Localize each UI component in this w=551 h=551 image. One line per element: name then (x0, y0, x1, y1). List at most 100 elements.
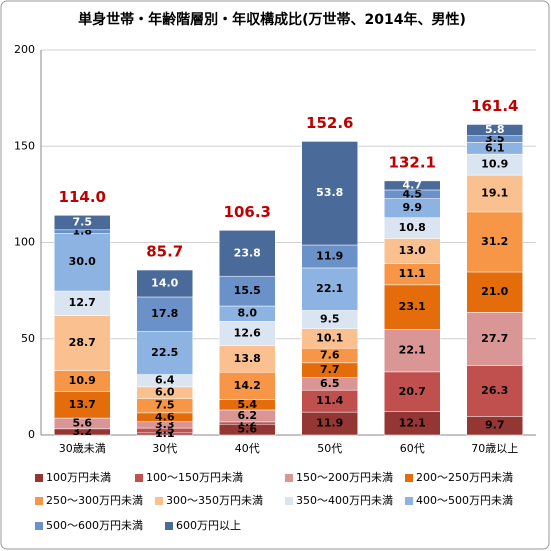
x-tick-label: 30代 (152, 442, 177, 455)
bar-segment (219, 230, 276, 277)
data-label: 17.8 (151, 307, 178, 320)
y-tick-label: 150 (14, 139, 35, 152)
data-label: 5.6 (73, 416, 93, 429)
data-label: 4.7 (403, 178, 423, 191)
legend-label: 300〜350万円未満 (166, 494, 263, 507)
bar-segment (136, 330, 193, 375)
data-label: 31.2 (481, 235, 508, 248)
total-label: 114.0 (59, 188, 106, 206)
bar-segment (384, 284, 441, 330)
data-label: 13.0 (399, 244, 426, 257)
legend-label: 250〜300万円未満 (46, 494, 143, 507)
bar-segment (466, 211, 523, 273)
legend-swatch (165, 522, 173, 530)
data-label: 5.4 (238, 398, 258, 411)
data-label: 7.6 (320, 348, 340, 361)
bar-segment (219, 345, 276, 373)
bar-segment (136, 296, 193, 332)
data-label: 13.8 (234, 352, 261, 365)
data-label: 10.9 (69, 374, 96, 387)
data-label: 5.6 (238, 423, 258, 436)
data-label: 4.6 (155, 410, 175, 423)
data-label: 19.1 (481, 187, 508, 200)
bar-segment (219, 321, 276, 346)
bar-segment (466, 174, 523, 213)
data-label: 14.0 (151, 277, 178, 290)
bar-segment (301, 141, 358, 246)
data-label: 9.5 (320, 313, 340, 326)
data-label: 11.9 (316, 249, 343, 262)
y-tick-label: 200 (14, 43, 35, 56)
bar-segment (384, 180, 441, 191)
bar-segment (54, 215, 111, 231)
legend-swatch (35, 497, 43, 505)
bar-segment (301, 267, 358, 311)
data-label: 13.7 (69, 398, 96, 411)
data-label: 22.5 (151, 346, 178, 359)
data-label: 12.6 (234, 327, 261, 340)
data-label: 23.8 (234, 246, 261, 259)
legend-label: 500〜600万円未満 (46, 519, 143, 532)
data-label: 22.1 (399, 344, 426, 357)
total-label: 152.6 (306, 114, 353, 132)
data-label: 8.0 (238, 307, 258, 320)
data-label: 4.5 (403, 187, 423, 200)
y-tick-label: 100 (14, 236, 35, 249)
data-label: 14.2 (234, 379, 261, 392)
data-label: 7.5 (155, 399, 175, 412)
legend-swatch (35, 522, 43, 530)
chart-title: 単身世帯・年齢階層別・年収構成比(万世帯、2014年、男性) (78, 11, 466, 28)
data-label: 6.1 (485, 141, 505, 154)
data-label: 12.1 (399, 416, 426, 429)
x-tick-label: 50代 (317, 442, 342, 455)
total-label: 161.4 (471, 97, 518, 115)
bar-segment (466, 124, 523, 136)
data-label: 21.0 (481, 285, 508, 298)
x-tick-label: 60代 (400, 442, 425, 455)
data-label: 11.4 (316, 394, 343, 407)
bar-segment (219, 275, 276, 307)
x-tick-label: 40代 (235, 442, 260, 455)
x-tick-label: 30歳未満 (59, 442, 106, 455)
legend-swatch (405, 497, 413, 505)
bar-segment (136, 269, 193, 298)
total-label: 106.3 (224, 203, 271, 221)
bar-segment (54, 233, 111, 292)
bar-segment (466, 312, 523, 366)
data-label: 10.8 (399, 221, 426, 234)
legend-swatch (135, 474, 143, 482)
y-tick-label: 50 (21, 332, 35, 345)
legend-label: 150〜200万円未満 (296, 471, 393, 484)
data-label: 5.8 (485, 123, 505, 136)
total-label: 132.1 (389, 153, 436, 171)
data-label: 6.2 (238, 409, 258, 422)
data-label: 7.7 (320, 363, 340, 376)
x-tick-label: 70歳以上 (471, 442, 518, 455)
bar-segment (219, 371, 276, 400)
legend-swatch (285, 497, 293, 505)
data-label: 7.5 (73, 216, 93, 229)
data-label: 26.3 (481, 384, 508, 397)
data-label: 6.4 (155, 374, 175, 387)
data-label: 53.8 (316, 186, 343, 199)
data-label: 28.7 (69, 336, 96, 349)
data-label: 27.7 (481, 332, 508, 345)
data-label: 10.1 (316, 331, 343, 344)
data-label: 10.9 (481, 158, 508, 171)
total-label: 85.7 (146, 243, 183, 261)
data-label: 20.7 (399, 385, 426, 398)
data-label: 15.5 (234, 284, 261, 297)
data-label: 23.1 (399, 300, 426, 313)
legend-label: 200〜250万円未満 (416, 471, 513, 484)
bar-segment (384, 238, 441, 264)
bar-segment (384, 371, 441, 412)
legend-swatch (405, 474, 413, 482)
legend-label: 400〜500万円未満 (416, 494, 513, 507)
legend-label: 350〜400万円未満 (296, 494, 393, 507)
data-label: 9.9 (403, 201, 423, 214)
data-label: 11.1 (399, 267, 426, 280)
data-label: 6.0 (155, 386, 175, 399)
bar-segment (54, 391, 111, 419)
bar-segment (384, 329, 441, 373)
